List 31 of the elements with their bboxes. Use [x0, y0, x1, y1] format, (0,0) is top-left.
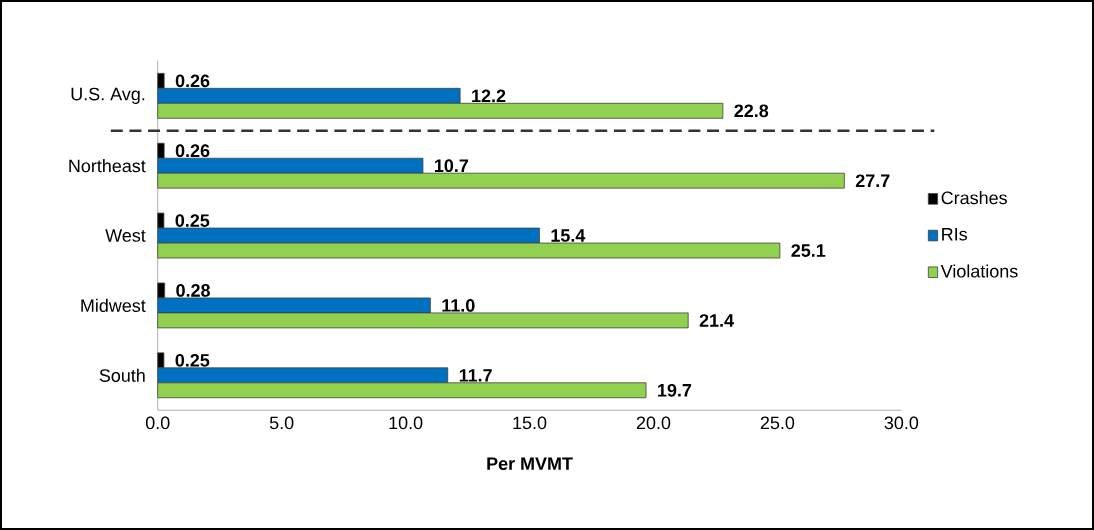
x-tick-label: 5.0 — [269, 416, 294, 430]
data-label: 0.25 — [175, 214, 210, 227]
data-label: 25.1 — [791, 244, 826, 257]
x-axis-title: Per MVMT — [487, 457, 573, 470]
data-label: 0.26 — [175, 144, 210, 158]
data-label: 19.7 — [658, 383, 692, 397]
data-label: 0.25 — [175, 353, 210, 367]
data-label: 12.2 — [472, 89, 506, 103]
data-label: 21.4 — [699, 314, 734, 327]
y-tick-label: West — [105, 229, 146, 242]
data-label: 0.26 — [175, 74, 210, 88]
x-tick-label: 10.0 — [389, 416, 423, 430]
data-label: 22.8 — [734, 104, 769, 118]
data-label: 10.7 — [434, 159, 469, 173]
x-tick-label: 0.0 — [145, 416, 170, 430]
x-tick-label: 30.0 — [884, 416, 919, 430]
data-label: 11.7 — [459, 369, 492, 382]
y-tick-label: Midwest — [81, 298, 146, 313]
data-label: 0.28 — [176, 284, 210, 297]
data-label: 27.7 — [855, 174, 890, 187]
legend-label: RIs — [942, 228, 967, 241]
legend-label: Crashes — [941, 191, 1007, 205]
y-tick-label: U.S. Avg. — [71, 87, 145, 104]
x-tick-label: 25.0 — [760, 416, 795, 430]
data-label: 11.0 — [442, 299, 475, 312]
y-tick-label: South — [99, 368, 145, 382]
x-tick-label: 20.0 — [636, 416, 671, 430]
legend-label: Violations — [940, 264, 1018, 278]
data-label: 15.4 — [551, 229, 586, 242]
x-tick-label: 15.0 — [513, 416, 547, 430]
y-tick-label: Northeast — [69, 159, 146, 173]
